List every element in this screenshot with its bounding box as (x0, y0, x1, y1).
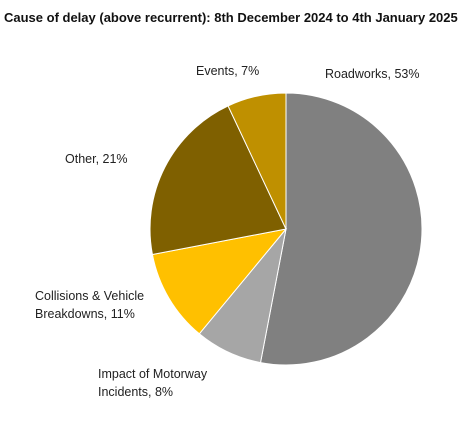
slice-label: Events, 7% (196, 64, 259, 78)
pie-slice (259, 92, 423, 366)
pie-slice (149, 105, 287, 256)
slice-label-line: Events, 7% (196, 64, 259, 78)
slice-label-line: Roadworks, 53% (325, 67, 420, 81)
slice-label-line: Impact of Motorway (98, 367, 208, 381)
slice-label: Other, 21% (65, 152, 128, 166)
slice-label: Collisions & Vehicle Breakdowns, 11% (35, 289, 144, 321)
pie-slice (151, 228, 288, 335)
slice-label-line: Breakdowns, 11% (35, 307, 135, 321)
slice-label-line: Collisions & Vehicle (35, 289, 144, 303)
pie-slice (227, 92, 287, 230)
slice-label-line: Incidents, 8% (98, 385, 173, 399)
slice-label: Roadworks, 53% (325, 67, 420, 81)
slice-label-line: Other, 21% (65, 152, 128, 166)
slice-label: Impact of Motorway Incidents, 8% (98, 367, 208, 399)
chart-title: Cause of delay (above recurrent): 8th De… (4, 10, 458, 25)
